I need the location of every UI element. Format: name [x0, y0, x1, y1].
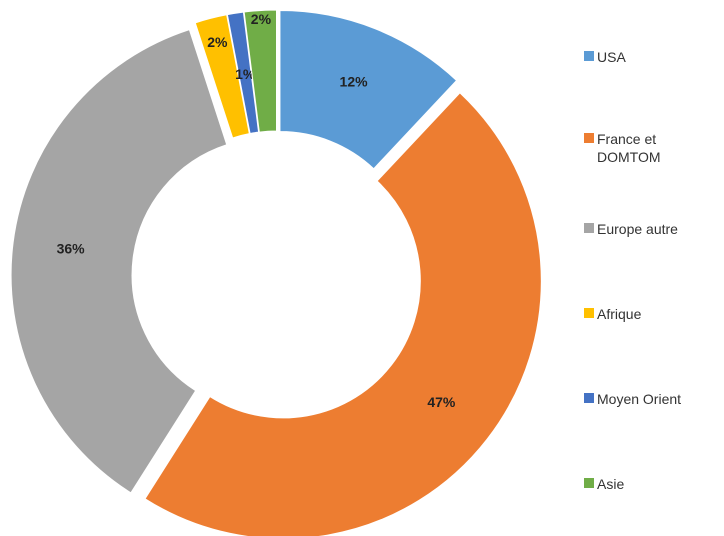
legend-label: USA	[597, 49, 626, 65]
data-label: 47%	[427, 394, 456, 410]
donut-segment	[243, 9, 277, 133]
legend-swatch	[584, 478, 594, 488]
legend-item: Moyen Orient	[584, 390, 707, 408]
donut-segment	[194, 14, 250, 139]
legend-swatch	[584, 133, 594, 143]
legend-item: Asie	[584, 475, 707, 493]
donut-segment	[279, 10, 458, 170]
data-label: 36%	[57, 241, 86, 257]
legend-swatch	[584, 51, 594, 61]
data-label: 12%	[340, 73, 369, 89]
donut-segment	[10, 28, 228, 494]
legend-label: Europe autre	[597, 221, 678, 237]
legend-item: Europe autre	[584, 220, 707, 238]
data-label: 2%	[251, 11, 272, 27]
legend-label: Moyen Orient	[597, 391, 682, 407]
legend-swatch	[584, 393, 594, 403]
legend-swatch	[584, 308, 594, 318]
data-label: 2%	[207, 34, 228, 50]
legend-label: France et DOMTOM	[597, 131, 661, 165]
data-label: 1%	[235, 66, 256, 82]
legend-item: Afrique	[584, 305, 707, 323]
legend-item: France et DOMTOM	[584, 130, 707, 166]
legend-label: Afrique	[597, 306, 642, 322]
legend-item: USA	[584, 48, 707, 66]
legend-label: Asie	[597, 476, 625, 492]
donut-segment	[144, 92, 542, 536]
legend-swatch	[584, 223, 594, 233]
donut-segment	[226, 11, 260, 135]
